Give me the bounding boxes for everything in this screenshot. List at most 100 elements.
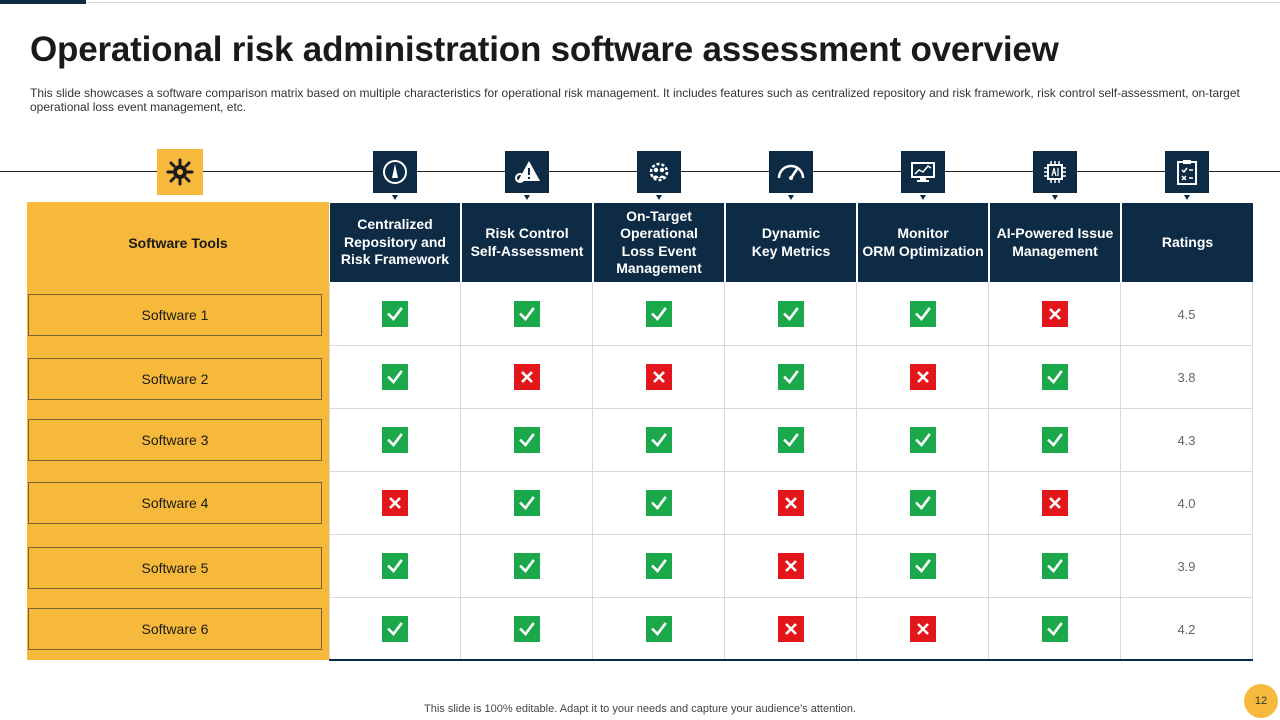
matrix-cell <box>857 472 989 535</box>
cross-icon <box>513 364 540 390</box>
slide-subtitle: This slide showcases a software comparis… <box>30 86 1240 114</box>
check-icon <box>645 427 672 453</box>
matrix-cell <box>461 283 593 346</box>
cross-icon <box>382 490 408 516</box>
check-icon <box>1041 616 1068 642</box>
cross-icon <box>777 553 804 579</box>
matrix-cell <box>461 409 593 472</box>
matrix-cell <box>725 472 857 535</box>
software-row-label: Software 4 <box>28 482 322 524</box>
column-header: Ratings <box>1122 203 1253 282</box>
check-icon <box>909 427 936 453</box>
column-header-line: Management <box>616 260 702 276</box>
matrix-cell <box>989 346 1121 409</box>
column-header: On-Target Operational Loss Event Management <box>594 203 724 282</box>
column-header-line: On-Target <box>626 207 692 224</box>
check-icon <box>645 301 672 327</box>
check-icon <box>645 553 672 579</box>
rating-value: 4.0 <box>1177 495 1196 511</box>
check-icon <box>909 301 936 327</box>
check-icon <box>382 616 408 642</box>
matrix-cell <box>989 598 1121 661</box>
matrix-cell <box>329 535 461 598</box>
ai-chip-icon <box>1033 151 1077 200</box>
check-icon <box>777 364 804 390</box>
column-header-line: Repository and <box>344 233 446 250</box>
check-icon <box>645 616 672 642</box>
check-icon <box>1041 364 1068 390</box>
column-header-line: ORM Optimization <box>862 242 984 259</box>
rating-cell: 4.3 <box>1121 409 1253 472</box>
software-row-label: Software 5 <box>28 547 322 589</box>
cross-icon <box>1041 490 1068 516</box>
matrix-cell <box>593 598 725 661</box>
matrix-cell <box>857 283 989 346</box>
gear-bug-icon <box>157 149 203 195</box>
pointer-arrow-icon <box>392 195 398 200</box>
cross-icon <box>777 616 804 642</box>
check-icon <box>909 553 936 579</box>
matrix-cell <box>461 346 593 409</box>
check-icon <box>382 553 408 579</box>
column-header-line: Risk Framework <box>340 251 450 268</box>
matrix-cell <box>461 598 593 661</box>
pointer-arrow-icon <box>1052 195 1058 200</box>
cross-icon <box>777 490 804 516</box>
matrix-cell <box>989 535 1121 598</box>
matrix-bottom-border <box>329 659 1253 661</box>
pointer-arrow-icon <box>788 195 794 200</box>
pointer-arrow-icon <box>920 195 926 200</box>
check-icon <box>382 364 408 390</box>
matrix-cell <box>329 472 461 535</box>
column-header-line: Ratings <box>1161 233 1214 250</box>
matrix-cell <box>593 283 725 346</box>
check-icon <box>909 490 936 516</box>
matrix-cell <box>329 598 461 661</box>
check-icon <box>382 427 408 453</box>
speedometer-icon <box>769 151 813 200</box>
matrix-cell <box>593 472 725 535</box>
check-icon <box>645 490 672 516</box>
matrix-cell <box>989 409 1121 472</box>
rating-value: 4.2 <box>1177 621 1196 637</box>
column-header-line: Operational <box>620 225 698 241</box>
column-header: Dynamic Key Metrics <box>726 203 856 282</box>
column-header-line: AI-Powered Issue <box>996 225 1114 241</box>
software-row-label: Software 3 <box>28 419 322 461</box>
matrix-cell <box>593 535 725 598</box>
check-icon <box>382 301 408 327</box>
slide-title: Operational risk administration software… <box>30 30 1059 69</box>
matrix-cell <box>329 283 461 346</box>
column-header: Risk Control Self-Assessment <box>462 203 592 282</box>
column-header-line: Centralized <box>357 216 433 233</box>
matrix-cell <box>989 472 1121 535</box>
rating-cell: 4.5 <box>1121 283 1253 346</box>
pointer-arrow-icon <box>1184 195 1190 200</box>
column-header-line: Management <box>1012 242 1098 259</box>
top-accent-bar <box>0 0 86 4</box>
software-tools-header: Software Tools <box>128 234 228 251</box>
rating-value: 4.3 <box>1177 432 1196 448</box>
matrix-cell <box>857 535 989 598</box>
matrix-cell <box>857 346 989 409</box>
warning-gears-icon <box>505 151 549 200</box>
check-icon <box>513 427 540 453</box>
gauge-icon <box>373 151 417 200</box>
rating-cell: 4.0 <box>1121 472 1253 535</box>
page-number: 12 <box>1244 684 1278 718</box>
rating-cell: 4.2 <box>1121 598 1253 661</box>
check-icon <box>513 616 540 642</box>
column-header: Centralized Repository and Risk Framework <box>330 203 460 282</box>
check-icon <box>513 553 540 579</box>
monitor-chart-icon <box>901 151 945 200</box>
matrix-cell <box>329 409 461 472</box>
column-header-line: Dynamic <box>761 225 821 241</box>
cross-icon <box>909 364 936 390</box>
check-icon <box>513 490 540 516</box>
matrix-cell <box>725 598 857 661</box>
software-row-label: Software 6 <box>28 608 322 650</box>
matrix-cell <box>725 283 857 346</box>
check-icon <box>513 301 540 327</box>
software-row-label: Software 1 <box>28 294 322 336</box>
matrix-cell <box>725 535 857 598</box>
